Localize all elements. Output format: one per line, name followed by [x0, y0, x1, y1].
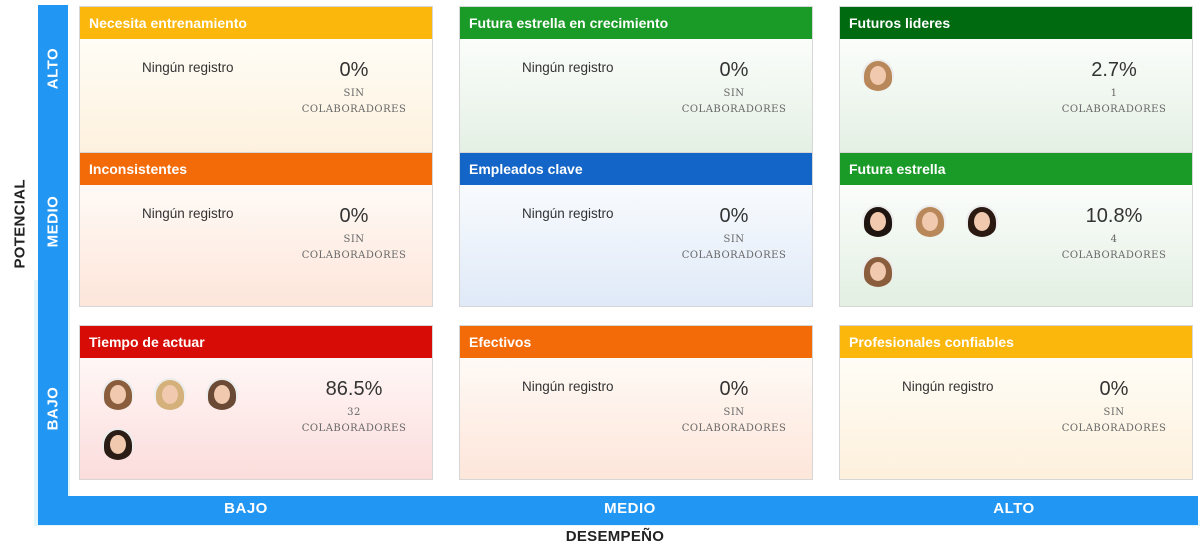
cell-collaborators-label: COLABORADORES: [1061, 423, 1167, 434]
grid-cell[interactable]: Profesionales confiables Ningún registro 0…: [839, 325, 1193, 480]
y-level-bajo: BAJO: [44, 386, 62, 431]
empty-state-text: Ningún registro: [522, 60, 614, 75]
avatar-list: [862, 59, 1022, 91]
grid-cell[interactable]: Futura estrella en crecimiento Ningún reg…: [459, 6, 813, 161]
cell-title: Futuros lideres: [840, 7, 1192, 39]
cell-count: SIN: [1103, 407, 1125, 418]
cell-count: SIN: [723, 234, 745, 245]
empty-state-text: Ningún registro: [142, 206, 234, 221]
cell-percentage: 0%: [1099, 378, 1129, 400]
cell-percentage: 86.5%: [325, 378, 383, 400]
grid-cell[interactable]: Futuros lideres 2.7% 1 COLABORADORES: [839, 6, 1193, 161]
cell-collaborators-label: COLABORADORES: [1061, 250, 1167, 261]
empty-state-text: Ningún registro: [522, 206, 614, 221]
grid-cell[interactable]: Inconsistentes Ningún registro 0% SIN COLABO…: [79, 152, 433, 307]
cell-percentage: 0%: [339, 59, 369, 81]
grid-cell[interactable]: Tiempo de actuar 86.5% 32 COLABORADORES: [79, 325, 433, 480]
cell-percentage: 0%: [339, 205, 369, 227]
cell-percentage: 2.7%: [1091, 59, 1137, 81]
avatar-list: [102, 378, 262, 460]
cell-body: Ningún registro 0% SIN COLABORADORES: [80, 185, 432, 306]
grid-cell[interactable]: Necesita entrenamiento Ningún registro 0% S…: [79, 6, 433, 161]
cell-body: Ningún registro 0% SIN COLABORADORES: [460, 39, 812, 160]
cell-count: SIN: [723, 407, 745, 418]
cell-body: 2.7% 1 COLABORADORES: [840, 39, 1192, 160]
cell-count: SIN: [343, 88, 365, 99]
y-axis-bar: [38, 5, 68, 525]
avatar-person-7[interactable]: [154, 378, 186, 410]
cell-percentage: 0%: [719, 378, 749, 400]
y-level-alto: ALTO: [44, 47, 62, 90]
avatar-person-1[interactable]: [862, 59, 894, 91]
cell-count: 4: [1110, 234, 1118, 245]
empty-state-text: Ningún registro: [902, 379, 994, 394]
grid-cell[interactable]: Futura estrella 10.8% 4 COLABORADORES: [839, 152, 1193, 307]
cell-title: Efectivos: [460, 326, 812, 358]
x-axis-title: DESEMPEÑO: [565, 528, 665, 545]
cell-title: Inconsistentes: [80, 153, 432, 185]
cell-body: 86.5% 32 COLABORADORES: [80, 358, 432, 479]
cell-count: SIN: [723, 88, 745, 99]
x-level-medio: MEDIO: [604, 500, 656, 517]
cell-title: Empleados clave: [460, 153, 812, 185]
cell-collaborators-label: COLABORADORES: [301, 423, 407, 434]
avatar-person-9[interactable]: [102, 428, 134, 460]
x-level-alto: ALTO: [993, 500, 1035, 517]
avatar-person-4[interactable]: [966, 205, 998, 237]
cell-collaborators-label: COLABORADORES: [301, 104, 407, 115]
avatar-person-3[interactable]: [914, 205, 946, 237]
cell-body: Ningún registro 0% SIN COLABORADORES: [840, 358, 1192, 479]
avatar-person-8[interactable]: [206, 378, 238, 410]
cell-title: Futura estrella: [840, 153, 1192, 185]
grid-cell[interactable]: Empleados clave Ningún registro 0% SIN COLAB…: [459, 152, 813, 307]
x-level-bajo: BAJO: [224, 500, 268, 517]
cell-count: 1: [1110, 88, 1118, 99]
cell-collaborators-label: COLABORADORES: [681, 104, 787, 115]
cell-collaborators-label: COLABORADORES: [301, 250, 407, 261]
cell-count: 32: [347, 407, 361, 418]
cell-collaborators-label: COLABORADORES: [1061, 104, 1167, 115]
empty-state-text: Ningún registro: [142, 60, 234, 75]
cell-title: Futura estrella en crecimiento: [460, 7, 812, 39]
avatar-person-5[interactable]: [862, 255, 894, 287]
x-axis-bar: [38, 496, 1198, 525]
cell-body: Ningún registro 0% SIN COLABORADORES: [460, 185, 812, 306]
cell-collaborators-label: COLABORADORES: [681, 250, 787, 261]
cell-percentage: 0%: [719, 205, 749, 227]
cell-collaborators-label: COLABORADORES: [681, 423, 787, 434]
avatar-list: [862, 205, 1022, 287]
cell-title: Tiempo de actuar: [80, 326, 432, 358]
cell-body: Ningún registro 0% SIN COLABORADORES: [460, 358, 812, 479]
y-axis-title: POTENCIAL: [11, 179, 29, 269]
cell-body: Ningún registro 0% SIN COLABORADORES: [80, 39, 432, 160]
cell-body: 10.8% 4 COLABORADORES: [840, 185, 1192, 306]
cell-percentage: 0%: [719, 59, 749, 81]
y-level-medio: MEDIO: [44, 195, 62, 248]
avatar-person-2[interactable]: [862, 205, 894, 237]
grid-cell[interactable]: Efectivos Ningún registro 0% SIN COLABORADOR…: [459, 325, 813, 480]
avatar-person-6[interactable]: [102, 378, 134, 410]
cell-title: Necesita entrenamiento: [80, 7, 432, 39]
cell-title: Profesionales confiables: [840, 326, 1192, 358]
empty-state-text: Ningún registro: [522, 379, 614, 394]
cell-count: SIN: [343, 234, 365, 245]
cell-percentage: 10.8%: [1085, 205, 1143, 227]
